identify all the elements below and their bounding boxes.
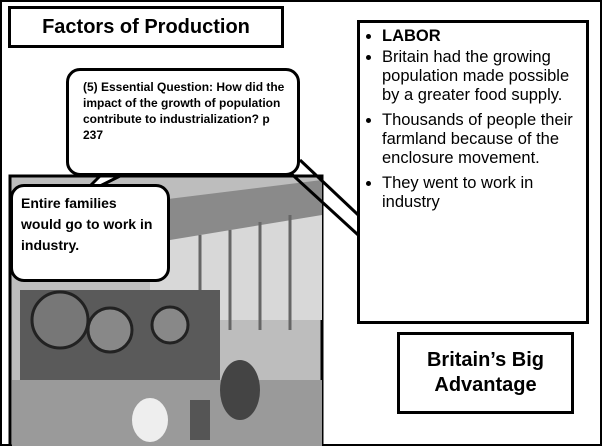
bullet-list: LABOR Britain had the growing population… [364, 27, 580, 212]
bullet: Thousands of people their farmland becau… [382, 111, 580, 168]
title: Factors of Production [8, 6, 284, 48]
slide: Factors of Production (5) Essential Ques… [0, 0, 602, 446]
question-callout: (5) Essential Question: How did the impa… [66, 68, 300, 176]
bullet: They went to work in industry [382, 174, 580, 212]
advantage-box: Britain’s Big Advantage [397, 332, 574, 414]
bullet: Britain had the growing population made … [382, 48, 580, 105]
bullet-box: LABOR Britain had the growing population… [357, 20, 589, 324]
image-callout: Entire families would go to work in indu… [10, 184, 170, 282]
bullet: LABOR [382, 27, 580, 46]
